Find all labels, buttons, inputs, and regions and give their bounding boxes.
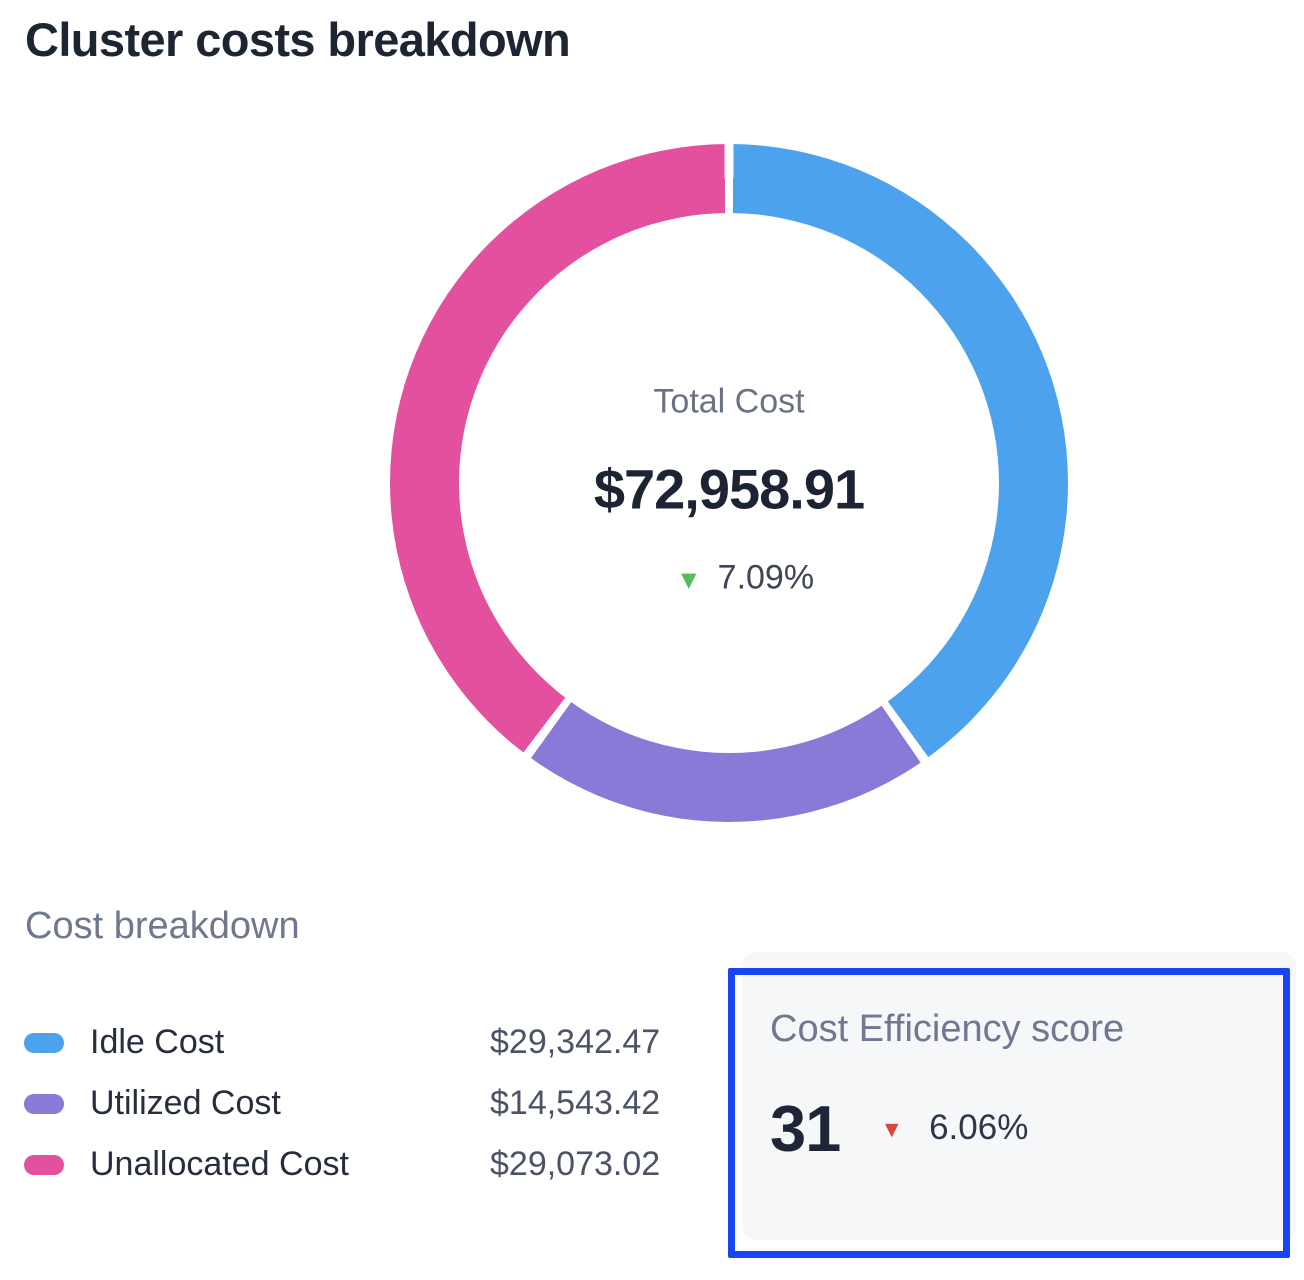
legend-label: Utilized Cost	[90, 1084, 281, 1122]
legend-label: Unallocated Cost	[90, 1145, 349, 1183]
trend-down-red-icon: ▼	[880, 1115, 904, 1142]
donut-hole	[459, 213, 999, 753]
cost-efficiency-section: Cost Efficiency score 31 ▼ 6.06%	[728, 952, 1298, 1260]
cost-breakdown-heading: Cost breakdown	[25, 905, 300, 947]
cost-efficiency-delta: 6.06%	[929, 1108, 1029, 1147]
legend-label: Idle Cost	[90, 1023, 225, 1061]
total-cost-value: $72,958.91	[593, 457, 865, 521]
donut-chart: Total Cost $72,958.91 ▼ 7.09%	[390, 144, 1068, 822]
legend-color-pill	[24, 1032, 64, 1053]
page-title: Cluster costs breakdown	[25, 13, 571, 66]
cost-efficiency-score-row: 31 ▼ 6.06%	[770, 1090, 1028, 1166]
legend-row-unallocated-cost[interactable]: Unallocated Cost $29,073.02	[24, 1134, 690, 1195]
legend-value: $29,073.02	[490, 1145, 661, 1183]
legend-row-idle-cost[interactable]: Idle Cost $29,342.47	[24, 1012, 690, 1073]
cost-breakdown-legend: Idle Cost $29,342.47 Utilized Cost $14,5…	[24, 1012, 690, 1195]
trend-down-green-icon: ▼	[675, 564, 702, 594]
legend-value: $29,342.47	[490, 1023, 661, 1061]
total-cost-delta: ▼ 7.09%	[676, 559, 814, 598]
legend-value: $14,543.42	[490, 1084, 661, 1122]
legend-color-pill	[24, 1154, 64, 1175]
cost-efficiency-heading: Cost Efficiency score	[770, 1008, 1125, 1050]
total-cost-label: Total Cost	[653, 382, 805, 421]
cost-efficiency-card	[742, 952, 1296, 1240]
cost-efficiency-score: 31	[770, 1091, 841, 1165]
total-cost-delta-value: 7.09%	[717, 558, 815, 597]
legend-color-pill	[24, 1093, 64, 1114]
legend-row-utilized-cost[interactable]: Utilized Cost $14,543.42	[24, 1073, 690, 1134]
